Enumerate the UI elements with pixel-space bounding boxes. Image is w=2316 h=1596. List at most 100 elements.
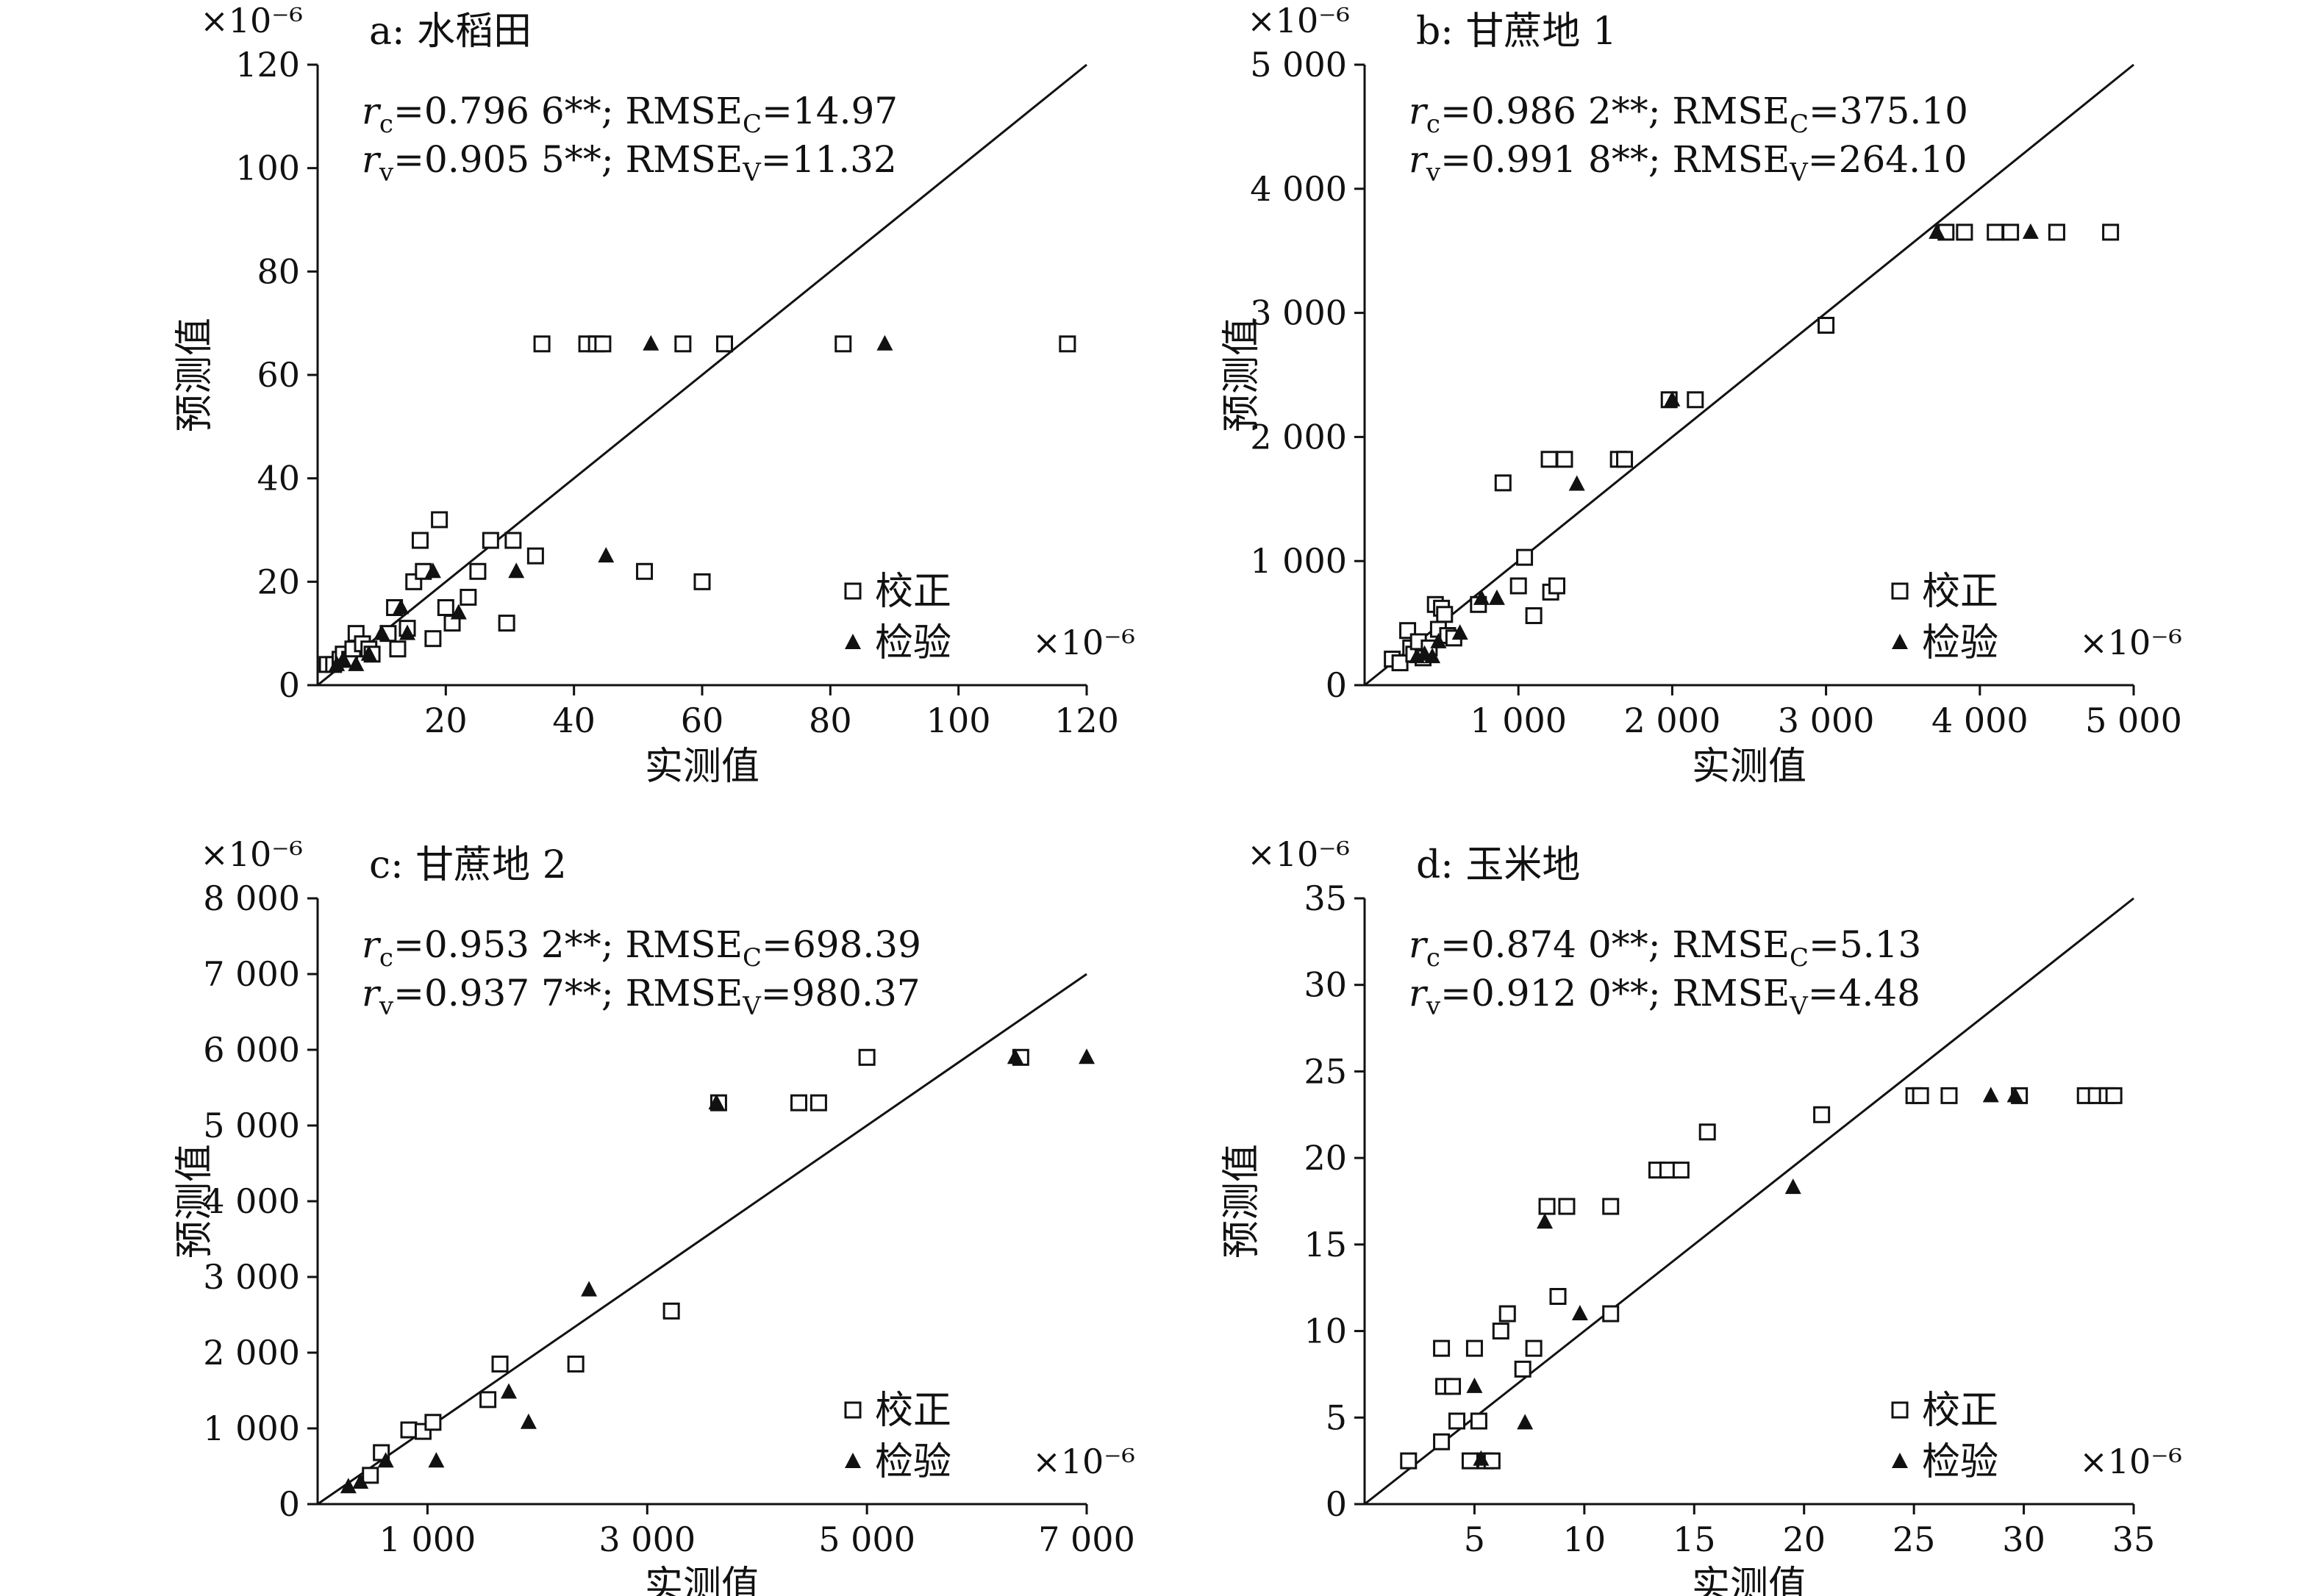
x-tick-label: 30: [2002, 1520, 2045, 1559]
validation-point: [1488, 589, 1505, 605]
validation-point: [1424, 648, 1441, 664]
panel-title: a: 水稻田: [369, 10, 532, 54]
x-axis-title: 实测值: [1692, 745, 1806, 789]
validation-point: [1007, 1048, 1023, 1064]
validation-point: [393, 598, 410, 615]
calibration-point: [1525, 606, 1543, 624]
legend-label-calibration: 校正: [1922, 570, 1998, 614]
x-tick-label: 20: [424, 701, 468, 740]
legend-label-calibration: 校正: [1922, 1389, 1998, 1433]
legend-triangle-icon: [1892, 1453, 1908, 1468]
x-axis-title: 实测值: [645, 1564, 760, 1596]
calibration-point: [1514, 1360, 1532, 1378]
validation-point: [2006, 1087, 2023, 1103]
legend-triangle-icon: [845, 1453, 861, 1468]
x-scale-label: ×10⁻⁶: [2079, 1442, 2182, 1481]
y-tick-label: 4 000: [1250, 169, 1347, 209]
calibration-point: [1470, 1412, 1487, 1430]
validation-point: [2022, 223, 2039, 239]
x-scale-label: ×10⁻⁶: [1032, 1442, 1135, 1481]
calibration-point: [1483, 1452, 1501, 1470]
calibration-point: [674, 335, 692, 353]
y-tick-label: 6 000: [203, 1030, 300, 1070]
validation-point: [1451, 624, 1468, 640]
one-to-one-line: [317, 973, 1087, 1506]
y-axis-title: 预测值: [173, 318, 217, 432]
y-scale-label: ×10⁻⁶: [200, 1, 303, 40]
calibration-point: [834, 335, 852, 353]
legend-label-calibration: 校正: [875, 1389, 951, 1433]
calibration-point: [526, 547, 544, 565]
x-tick-label: 3 000: [1778, 701, 1875, 740]
stats-line: rc=0.874 0**; RMSEC=5.13: [1409, 923, 1921, 973]
stats-line: rc=0.953 2**; RMSEC=698.39: [362, 923, 921, 973]
series-validation: [1409, 223, 2039, 664]
calibration-point: [2105, 1087, 2123, 1104]
y-axis-title: 预测值: [173, 1144, 217, 1259]
calibration-point: [1525, 1339, 1543, 1357]
legend-square-icon: [1891, 1401, 1909, 1419]
stats-line: rv=0.937 7**; RMSEV=980.37: [362, 972, 921, 1021]
x-tick-label: 7 000: [1038, 1520, 1135, 1559]
calibration-point: [1987, 223, 2004, 241]
validation-point: [1079, 1048, 1095, 1064]
x-tick-label: 5: [1464, 1520, 1485, 1559]
calibration-point: [1436, 606, 1454, 623]
validation-point: [520, 1413, 537, 1429]
calibration-point: [1059, 335, 1076, 353]
validation-point: [1784, 1178, 1801, 1195]
x-tick-label: 35: [2112, 1520, 2156, 1559]
validation-point: [1929, 223, 1945, 239]
validation-point: [501, 1383, 518, 1399]
calibration-point: [411, 532, 429, 549]
series-validation: [329, 334, 893, 671]
calibration-point: [1509, 577, 1527, 595]
y-tick-label: 35: [1304, 878, 1347, 918]
y-axis-title: 预测值: [1220, 318, 1264, 432]
y-tick-label: 10: [1304, 1311, 1347, 1351]
calibration-point: [1818, 316, 1835, 334]
calibration-point: [1940, 1087, 1958, 1104]
calibration-point: [716, 335, 734, 353]
validation-point: [399, 624, 416, 640]
y-tick-label: 8 000: [203, 878, 300, 918]
validation-point: [1571, 1305, 1588, 1321]
calibration-point: [482, 532, 499, 549]
y-tick-label: 0: [1326, 1484, 1347, 1524]
calibration-point: [790, 1094, 807, 1112]
stats-line: rv=0.991 8**; RMSEV=264.10: [1409, 138, 1967, 187]
validation-point: [348, 655, 365, 671]
calibration-point: [693, 573, 711, 590]
x-tick-label: 4 000: [1931, 701, 2029, 740]
series-validation: [340, 1048, 1095, 1494]
y-tick-label: 5: [1326, 1398, 1347, 1437]
validation-point: [1517, 1414, 1534, 1430]
validation-point: [335, 650, 351, 666]
y-tick-label: 3 000: [1250, 293, 1347, 333]
y-tick-label: 20: [1304, 1138, 1347, 1178]
validation-point: [508, 562, 525, 579]
calibration-point: [1498, 1305, 1516, 1323]
calibration-point: [1602, 1305, 1620, 1323]
validation-point: [1473, 589, 1490, 605]
validation-point: [1664, 390, 1681, 407]
calibration-point: [491, 1355, 509, 1373]
validation-point: [450, 604, 467, 620]
calibration-point: [1602, 1198, 1620, 1215]
validation-point: [428, 1452, 445, 1468]
panel-c: 0 1 000 2 000 3 000 4 000 5 000 6 000 7 000 8 00…: [173, 834, 1135, 1596]
y-axis-title: 预测值: [1220, 1144, 1264, 1259]
calibration-point: [424, 1414, 442, 1431]
calibration-point: [1556, 451, 1573, 468]
x-tick-label: 2 000: [1624, 701, 1721, 740]
calibration-point: [809, 1094, 827, 1112]
calibration-point: [1687, 391, 1704, 409]
one-to-one-line: [1364, 897, 2134, 1506]
calibration-point: [469, 562, 487, 580]
calibration-point: [504, 532, 522, 549]
calibration-point: [2102, 223, 2120, 241]
calibration-point: [1433, 1433, 1451, 1450]
legend-square-icon: [1891, 582, 1909, 600]
validation-point: [643, 334, 660, 351]
